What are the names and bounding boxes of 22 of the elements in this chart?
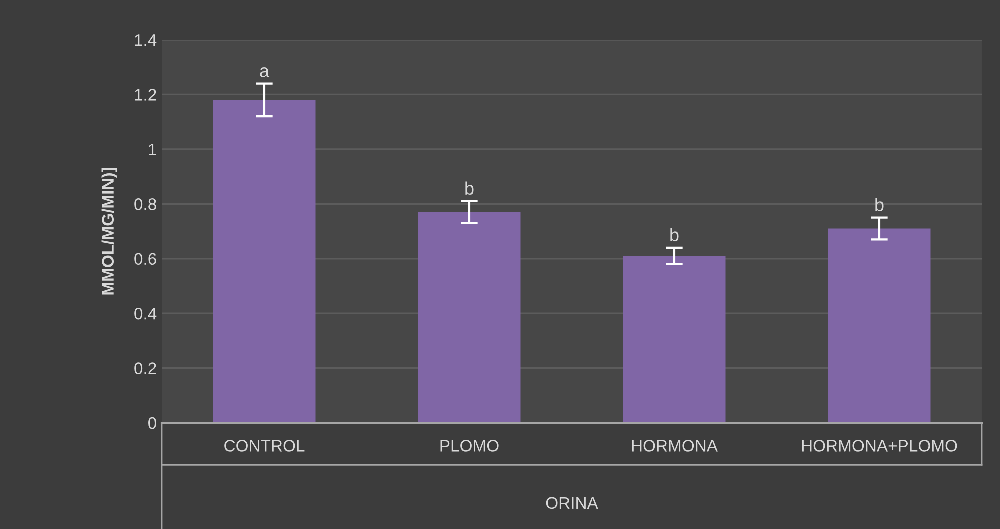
- y-tick-label: 0.6: [134, 253, 156, 266]
- y-tick-label: 1: [149, 144, 156, 156]
- y-tick-label: 0.2: [134, 362, 156, 374]
- bar: [828, 228, 931, 423]
- x-tick-label: CONTROL: [224, 440, 305, 452]
- x-axis-title: ORINA: [546, 497, 598, 510]
- y-tick-label: 0.8: [134, 198, 156, 210]
- annotation: b: [466, 182, 474, 196]
- y-tick-label: 0: [148, 417, 156, 430]
- annotation: b: [670, 228, 679, 242]
- x-tick-label: HORMONA+PLOMO: [802, 440, 958, 452]
- y-tick-label: 1.4: [135, 34, 157, 46]
- x-tick-label: HORMONA: [632, 440, 718, 452]
- x-tick-label: PLOMO: [440, 440, 499, 452]
- annotation: a: [260, 68, 270, 78]
- bar: [213, 100, 316, 423]
- y-tick-label: 1.2: [135, 89, 156, 101]
- annotation: b: [876, 198, 884, 212]
- y-tick-label: 0.4: [134, 308, 157, 320]
- bar: [418, 212, 521, 423]
- y-axis-title: MMOL/MG/MIN)]: [102, 168, 118, 295]
- bar: [623, 256, 726, 423]
